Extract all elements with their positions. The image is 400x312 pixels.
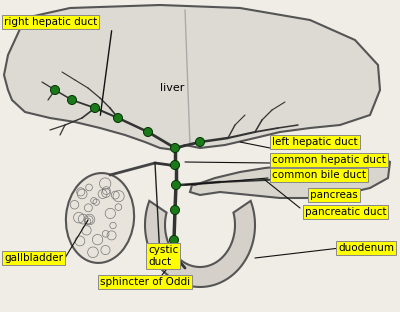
Text: sphincter of Oddi: sphincter of Oddi bbox=[100, 277, 190, 287]
Text: left hepatic duct: left hepatic duct bbox=[272, 137, 358, 147]
Text: pancreas: pancreas bbox=[310, 190, 358, 200]
Polygon shape bbox=[145, 201, 255, 287]
Circle shape bbox=[196, 138, 204, 147]
Circle shape bbox=[68, 95, 76, 105]
Circle shape bbox=[170, 144, 180, 153]
Circle shape bbox=[144, 128, 152, 137]
Circle shape bbox=[172, 181, 180, 189]
Ellipse shape bbox=[66, 173, 134, 263]
Circle shape bbox=[170, 206, 180, 215]
Text: gallbladder: gallbladder bbox=[4, 253, 63, 263]
Polygon shape bbox=[4, 5, 380, 150]
Polygon shape bbox=[190, 155, 390, 198]
Text: common bile duct: common bile duct bbox=[272, 170, 366, 180]
Circle shape bbox=[170, 160, 180, 169]
Text: liver: liver bbox=[160, 83, 184, 93]
Circle shape bbox=[170, 236, 178, 245]
Text: cystic
duct: cystic duct bbox=[148, 245, 178, 267]
Text: right hepatic duct: right hepatic duct bbox=[4, 17, 97, 27]
Circle shape bbox=[114, 114, 122, 123]
Text: pancreatic duct: pancreatic duct bbox=[305, 207, 386, 217]
Text: common hepatic duct: common hepatic duct bbox=[272, 155, 386, 165]
Circle shape bbox=[50, 85, 60, 95]
Circle shape bbox=[90, 104, 100, 113]
Text: duodenum: duodenum bbox=[338, 243, 394, 253]
